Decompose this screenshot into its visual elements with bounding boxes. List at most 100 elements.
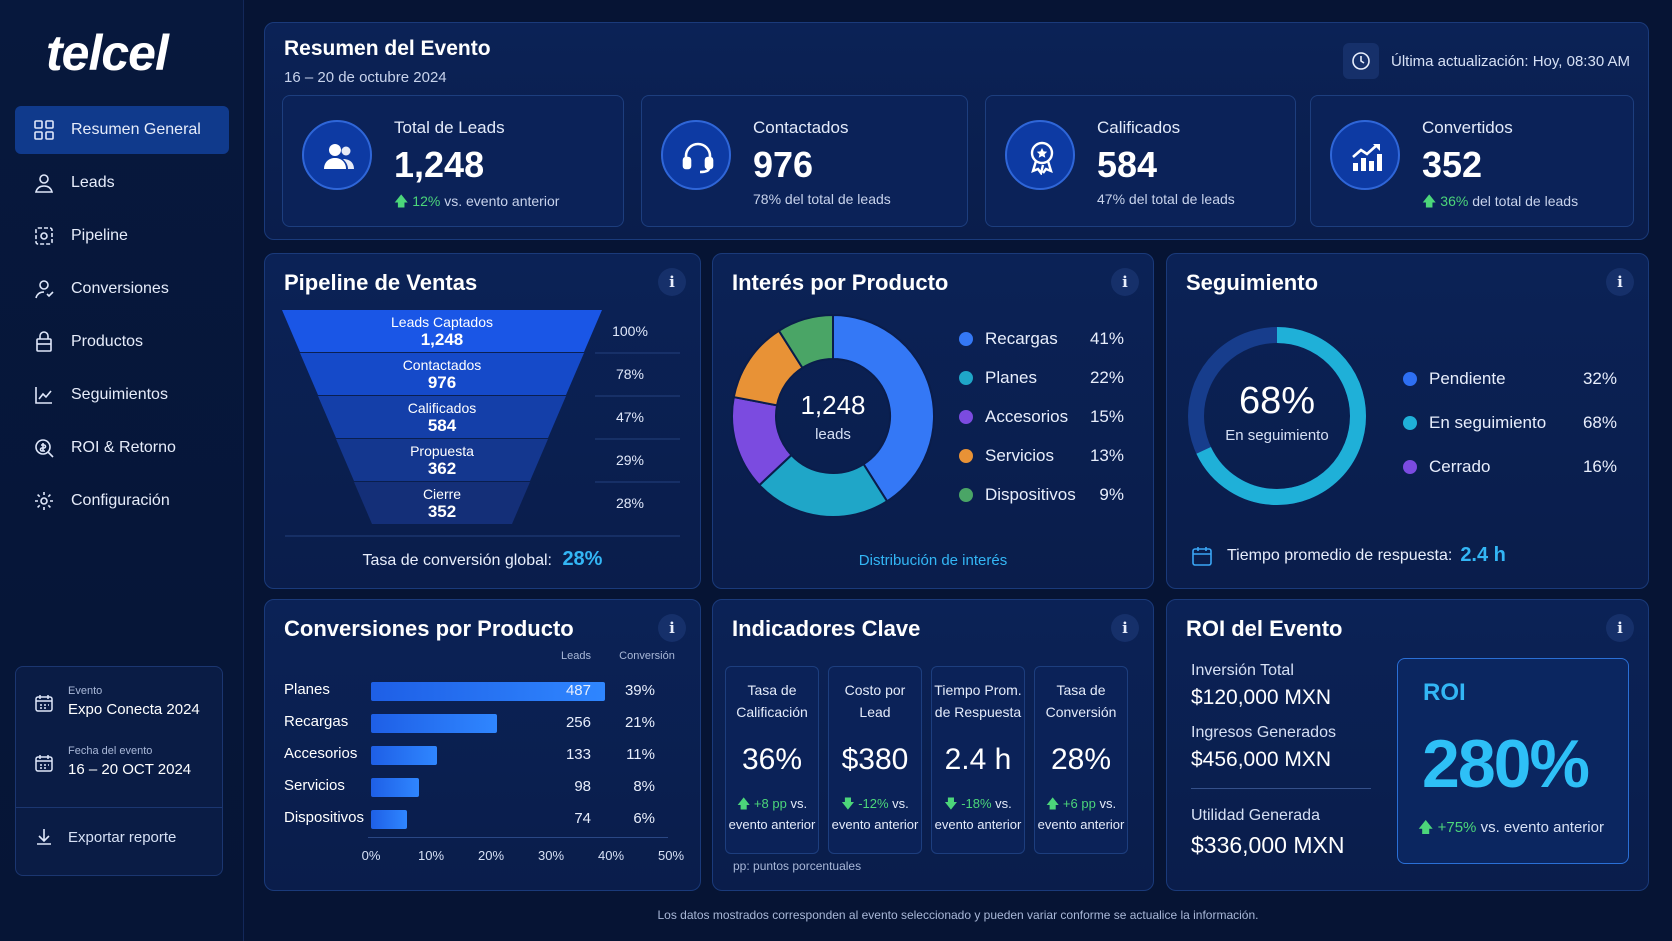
kpi-total-leads[interactable]: Total de Leads 1,248 🡅 12% vs. evento an… <box>282 95 624 227</box>
calendar-icon <box>1192 546 1212 566</box>
indicator-title-line: Tasa de <box>1056 682 1106 698</box>
legend-item: Pendiente 32% <box>1403 369 1617 389</box>
roi-card: ROI del Evento i Inversión Total $120,00… <box>1166 599 1649 891</box>
nav-item-roi-retorno[interactable]: ROI & Retorno <box>15 424 229 472</box>
table-row[interactable]: Planes 487 39% <box>265 679 700 701</box>
legend-pct: 32% <box>1582 369 1617 388</box>
funnel-stage[interactable] <box>282 310 602 352</box>
roi-title: ROI del Evento <box>1186 616 1343 641</box>
info-button[interactable]: i <box>658 614 686 642</box>
funnel-stage[interactable] <box>336 439 548 481</box>
funnel-stage-pct: 28% <box>616 495 644 511</box>
funnel-stage-value: 1,248 <box>421 330 464 349</box>
funnel-stage-name: Propuesta <box>410 443 474 459</box>
indicator-box[interactable]: Tasa de Conversión 28% 🡅 +6 pp vs. evento an… <box>1034 666 1128 854</box>
funnel-stage-name: Calificados <box>408 400 476 416</box>
nav-item-seguimientos[interactable]: Seguimientos <box>15 371 229 419</box>
response-time-value: 2.4 h <box>1460 544 1506 566</box>
bar-conversion: 11% <box>626 746 655 763</box>
event-date: 16 – 20 OCT 2024 <box>68 761 192 778</box>
info-button[interactable]: i <box>658 268 686 296</box>
info-button[interactable]: i <box>1606 268 1634 296</box>
legend-name: Dispositivos <box>985 485 1076 504</box>
indicator-delta-value: -18% <box>961 796 992 811</box>
table-row[interactable]: Dispositivos 74 6% <box>265 807 700 829</box>
indicator-box[interactable]: Costo por Lead $380 🡇 -12% vs. evento anteri… <box>828 666 922 854</box>
export-report-button[interactable]: Exportar reporte <box>34 827 176 847</box>
telcel-logo[interactable]: telcel <box>46 25 169 81</box>
table-row[interactable]: Accesorios 133 11% <box>265 743 700 765</box>
nav-item-configuracion[interactable]: Configuración <box>15 477 229 525</box>
bar-label: Servicios <box>284 777 345 794</box>
kpi-label: Total de Leads <box>394 118 505 137</box>
table-row[interactable]: Servicios 98 8% <box>265 775 700 797</box>
arrow-down-icon: 🡇 <box>841 796 859 811</box>
bar-label: Recargas <box>284 713 349 730</box>
legend-pct: 13% <box>1089 446 1124 465</box>
users-icon <box>302 120 372 190</box>
investment-label: Inversión Total <box>1191 662 1294 679</box>
followup-progress-ring <box>1188 327 1366 505</box>
legend-item: En seguimiento 68% <box>1403 413 1617 433</box>
distribution-link[interactable]: Distribución de interés <box>858 552 1008 569</box>
table-row[interactable]: Recargas 256 21% <box>265 711 700 733</box>
indicator-title: Tiempo Prom. de Respuesta <box>932 679 1024 723</box>
roi-label: ROI <box>1423 679 1466 706</box>
info-button[interactable]: i <box>1111 614 1139 642</box>
nav-label: Resumen General <box>71 121 201 138</box>
kpi-convertidos[interactable]: Convertidos 352 🡅 36% del total de leads <box>1310 95 1634 227</box>
indicator-title-line: Calificación <box>736 704 808 720</box>
user-icon <box>34 174 54 193</box>
kpi-value: 1,248 <box>394 144 485 185</box>
indicator-delta-vs: vs. <box>991 796 1012 811</box>
bar-leads: 487 <box>565 682 591 699</box>
donut-slice[interactable] <box>777 313 834 370</box>
roi-delta-sub: vs. evento anterior <box>1480 819 1604 836</box>
kpi-contactados[interactable]: Contactados 976 78% del total de leads <box>641 95 968 227</box>
interest-donut-chart <box>731 313 935 518</box>
nav-label: ROI & Retorno <box>71 439 176 456</box>
event-date-label: Fecha del evento <box>68 745 153 757</box>
funnel-stage[interactable] <box>300 353 584 395</box>
funnel-stage-name: Contactados <box>403 357 482 373</box>
nav-item-conversiones[interactable]: Conversiones <box>15 265 229 313</box>
nav-item-resumen-general[interactable]: Resumen General <box>15 106 229 154</box>
indicator-box[interactable]: Tiempo Prom. de Respuesta 2.4 h 🡇 -18% vs. e… <box>931 666 1025 854</box>
kpi-sub-text: vs. evento anterior <box>444 193 560 209</box>
funnel-stage[interactable] <box>318 396 566 438</box>
indicator-delta-line: 🡇 -18% vs. <box>932 793 1024 814</box>
interest-card: Interés por Producto i 1,248 leads Recar… <box>712 253 1154 589</box>
sidebar: telcel Resumen General Leads Pipeline Co… <box>0 0 244 941</box>
indicator-delta: 🡅 +8 pp vs. evento anterior <box>726 793 818 835</box>
event-info-box: Evento Expo Conecta 2024 Fecha del event… <box>15 666 223 876</box>
axis-tick-label: 0% <box>361 848 381 863</box>
donut-slice[interactable] <box>832 313 935 503</box>
legend-dot <box>1403 416 1417 430</box>
roi-delta-row: 🡅 +75% vs. evento anterior <box>1418 817 1604 842</box>
indicator-delta-value: -12% <box>858 796 889 811</box>
legend-dot <box>1403 372 1417 386</box>
kpi-sub: 🡅 36% del total de leads <box>1422 191 1578 215</box>
nav-item-productos[interactable]: Productos <box>15 318 229 366</box>
legend-item: Dispositivos 9% <box>959 485 1124 505</box>
bar <box>371 682 605 701</box>
profit-label: Utilidad Generada <box>1191 807 1320 824</box>
kpi-label: Contactados <box>753 118 849 137</box>
followup-title: Seguimiento <box>1186 270 1319 295</box>
info-button[interactable]: i <box>1606 614 1634 642</box>
legend-dot <box>959 410 973 424</box>
indicator-box[interactable]: Tasa de Calificación 36% 🡅 +8 pp vs. evento … <box>725 666 819 854</box>
legend-pct: 22% <box>1089 368 1124 387</box>
indicator-delta-value: +6 pp <box>1062 796 1096 811</box>
nav-item-pipeline[interactable]: Pipeline <box>15 212 229 260</box>
conversion-rate-value: 28% <box>562 548 603 570</box>
legend-pct: 41% <box>1089 329 1124 348</box>
kpi-calificados[interactable]: Calificados 584 47% del total de leads <box>985 95 1296 227</box>
bar-leads: 74 <box>574 810 591 827</box>
summary-card: Resumen del Evento 16 – 20 de octubre 20… <box>264 22 1649 240</box>
indicator-delta-vs: vs. <box>1095 796 1117 811</box>
nav-item-leads[interactable]: Leads <box>15 159 229 207</box>
legend-pct: 15% <box>1089 407 1124 426</box>
funnel-stage[interactable] <box>354 482 530 524</box>
info-button[interactable]: i <box>1111 268 1139 296</box>
